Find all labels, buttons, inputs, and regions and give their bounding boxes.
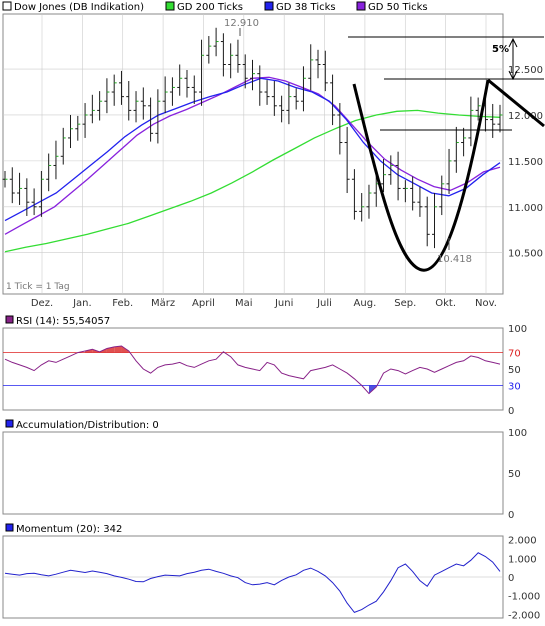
main-x-tick-label: Sep.: [394, 298, 416, 309]
momentum-y-tick-label: 1.000: [508, 554, 537, 565]
main-x-axis: Dez. Jan. Feb. März April Mai Juni Juli Aug. Sep.…: [31, 298, 497, 309]
legend-label-gd38: GD 38 Ticks: [276, 2, 336, 13]
percent-arrow-head-up: [508, 37, 518, 48]
pattern-annotations: 5% 12.910 10.418: [224, 18, 545, 272]
legend-swatch-gd38: [264, 1, 274, 11]
ad-y-axis: 0 50 100: [508, 428, 527, 521]
legend-swatch-gd200: [165, 1, 175, 11]
rsi-y-tick-label: 50: [508, 365, 521, 376]
main-y-tick-label: 12.000: [508, 111, 543, 122]
main-panel-frame: [2, 13, 504, 295]
gd38-line: [4, 77, 501, 222]
gd200-line: [4, 109, 501, 253]
cup-pattern-curve: [352, 79, 490, 272]
ad-swatch: [5, 419, 14, 428]
main-x-tick-label: Feb.: [112, 298, 133, 309]
main-grid: [3, 14, 503, 294]
main-x-tick-label: Dez.: [31, 298, 53, 309]
rsi-y-tick-label: 0: [508, 406, 514, 417]
legend-label-gd50: GD 50 Ticks: [368, 2, 428, 13]
ad-y-tick-label: 0: [508, 510, 514, 521]
rsi-line: [4, 345, 501, 395]
percent-arrow-head-down: [508, 70, 518, 81]
legend-label-gd200: GD 200 Ticks: [177, 2, 243, 13]
momentum-y-tick-label: 2.000: [508, 536, 537, 547]
rsi-swatch: [5, 315, 14, 324]
momentum-series: [4, 552, 501, 613]
ad-y-tick-label: 100: [508, 428, 527, 439]
main-y-axis: 10.500 11.000 11.500 12.000 12.500: [508, 65, 543, 260]
rsi-title: RSI (14): 55,54057: [16, 316, 110, 327]
ad-y-tick-label: 50: [508, 469, 521, 480]
main-y-tick-label: 11.500: [508, 157, 543, 168]
percent-label: 5%: [492, 44, 509, 55]
rsi-y-tick-label: 30: [508, 381, 521, 392]
momentum-y-axis: -2.000 -1.000 0 1.000 2.000: [3, 536, 540, 621]
legend-swatch-gd50: [356, 1, 366, 11]
momentum-title: Momentum (20): 342: [16, 524, 122, 535]
momentum-swatch: [5, 523, 14, 532]
main-x-tick-label: Mai: [235, 298, 253, 309]
momentum-y-tick-label: -1.000: [508, 592, 540, 603]
legend: Dow Jones (DB Indikation) GD 200 Ticks G…: [2, 1, 428, 13]
ad-title: Accumulation/Distribution: 0: [16, 420, 159, 431]
low-marker-label: 10.418: [437, 254, 472, 265]
main-y-tick-label: 10.500: [508, 249, 543, 260]
rsi-y-tick-label: 70: [508, 349, 521, 360]
main-x-tick-label: Juli: [316, 298, 332, 309]
momentum-y-tick-label: -2.000: [508, 610, 540, 621]
tick-note: 1 Tick = 1 Tag: [6, 282, 70, 292]
main-x-tick-label: Jan.: [72, 298, 92, 309]
main-x-tick-label: Juni: [274, 298, 293, 309]
momentum-line: [4, 552, 501, 613]
main-y-tick-label: 11.000: [508, 203, 543, 214]
rsi-panel-frame: [2, 327, 504, 411]
ad-panel-frame: [2, 431, 504, 515]
rsi-series: [4, 345, 501, 395]
main-x-tick-label: März: [151, 298, 175, 309]
main-x-tick-label: Aug.: [354, 298, 377, 309]
main-x-tick-label: Nov.: [475, 298, 497, 309]
momentum-y-tick-label: 0: [508, 573, 514, 584]
rsi-y-tick-label: 100: [508, 324, 527, 335]
main-x-tick-label: April: [192, 298, 215, 309]
legend-swatch-price: [2, 1, 12, 11]
rsi-overbought-fill: [114, 346, 122, 353]
main-x-tick-label: Okt.: [435, 298, 456, 309]
main-y-tick-label: 12.500: [508, 65, 543, 76]
rsi-y-axis: 0 30 50 70 100: [3, 324, 527, 417]
gd50-line: [4, 76, 501, 235]
legend-label-price: Dow Jones (DB Indikation): [14, 2, 144, 13]
high-marker-label: 12.910: [224, 18, 259, 29]
main-series: [2, 27, 503, 253]
downtrend-line: [487, 78, 545, 128]
